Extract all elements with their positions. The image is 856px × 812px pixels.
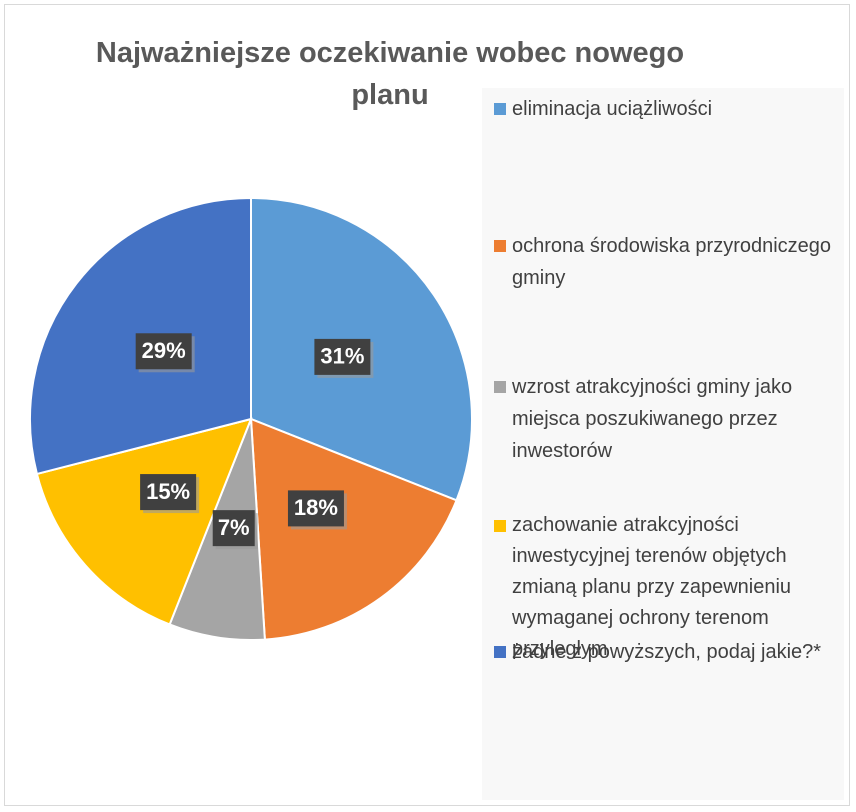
legend-item: zachowanie atrakcyjności inwestycyjnej t…: [494, 510, 839, 665]
data-label-box: [287, 490, 344, 527]
data-label-box: [140, 474, 197, 511]
data-label: 31%: [320, 344, 364, 369]
legend-item: żadne z powyższych, podaj jakie?*: [494, 636, 839, 668]
data-label: 29%: [142, 338, 186, 363]
data-label-box: [314, 338, 371, 375]
legend: [482, 88, 844, 800]
legend-swatch: [494, 381, 506, 393]
legend-label: wzrost atrakcyjności gminy jako miejsca …: [512, 376, 793, 462]
legend-label: żadne z powyższych, podaj jakie?*: [512, 641, 822, 663]
data-label-box: [135, 333, 192, 370]
legend-item: wzrost atrakcyjności gminy jako miejsca …: [494, 371, 839, 467]
legend-item: eliminacja uciążliwości: [494, 93, 839, 125]
data-label-box: [212, 510, 255, 547]
data-label: 18%: [294, 495, 338, 520]
chart-title: Najważniejsze oczekiwanie wobec nowego p…: [95, 37, 685, 111]
pie-slice: [35, 417, 253, 626]
legend-swatch: [494, 646, 506, 658]
legend-swatch: [494, 240, 506, 252]
legend-item: ochrona środowiska przyrodniczego gminy: [494, 230, 839, 294]
data-label: 15%: [146, 479, 190, 504]
legend-label: ochrona środowiska przyrodniczego gminy: [512, 235, 832, 289]
legend-swatch: [494, 103, 506, 115]
legend-label: zachowanie atrakcyjności inwestycyjnej t…: [512, 514, 792, 660]
legend-label: eliminacja uciążliwości: [512, 98, 713, 120]
data-label: 7%: [218, 515, 250, 540]
legend-swatch: [494, 520, 506, 532]
chart-frame: [4, 4, 850, 806]
pie-slice: [249, 417, 458, 641]
